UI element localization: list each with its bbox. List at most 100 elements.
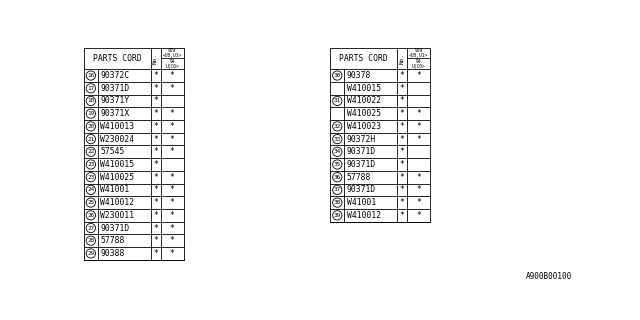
Text: *: *: [153, 173, 158, 182]
Text: 24: 24: [87, 188, 95, 192]
Text: *: *: [399, 135, 404, 144]
Text: 18: 18: [87, 99, 95, 103]
Bar: [330, 48, 430, 222]
Text: W410022: W410022: [347, 96, 381, 106]
Text: 90388: 90388: [100, 249, 125, 258]
Text: W41001: W41001: [347, 198, 376, 207]
Text: *: *: [399, 96, 404, 106]
Text: 57788: 57788: [347, 173, 371, 182]
Text: 90372C: 90372C: [100, 71, 129, 80]
Bar: [84, 48, 184, 260]
Text: 90372H: 90372H: [347, 135, 376, 144]
Text: 28: 28: [87, 238, 95, 243]
Text: PARTS CORD: PARTS CORD: [93, 54, 141, 63]
Text: W230024: W230024: [100, 135, 134, 144]
Text: *: *: [170, 249, 175, 258]
Text: 94
U(C0>: 94 U(C0>: [165, 59, 179, 69]
Text: *: *: [153, 84, 158, 93]
Text: 36: 36: [333, 175, 341, 180]
Text: *: *: [399, 147, 404, 156]
Text: *: *: [153, 249, 158, 258]
Text: *: *: [399, 84, 404, 93]
Text: 90371X: 90371X: [100, 109, 129, 118]
Text: 90371D: 90371D: [347, 185, 376, 194]
Text: *: *: [170, 122, 175, 131]
Text: 39: 39: [333, 213, 341, 218]
Text: 90371Y: 90371Y: [100, 96, 129, 106]
Text: W410023: W410023: [347, 122, 381, 131]
Text: *: *: [170, 84, 175, 93]
Text: 16: 16: [87, 73, 95, 78]
Text: *: *: [416, 185, 421, 194]
Text: 30: 30: [333, 73, 341, 78]
Text: 90371D: 90371D: [100, 84, 129, 93]
Text: 909
<U0,U1>: 909 <U0,U1>: [163, 48, 182, 58]
Text: *: *: [399, 185, 404, 194]
Text: 19: 19: [87, 111, 95, 116]
Text: *: *: [416, 135, 421, 144]
Text: 34: 34: [333, 149, 341, 154]
Text: *: *: [399, 173, 404, 182]
Text: *: *: [170, 185, 175, 194]
Text: *: *: [153, 71, 158, 80]
Text: *: *: [170, 147, 175, 156]
Text: 31: 31: [333, 99, 341, 103]
Text: 26: 26: [87, 213, 95, 218]
Text: *: *: [153, 147, 158, 156]
Text: 90378: 90378: [347, 71, 371, 80]
Text: W410015: W410015: [347, 84, 381, 93]
Text: 909
<U0,U1>: 909 <U0,U1>: [409, 48, 428, 58]
Text: *: *: [399, 211, 404, 220]
Text: *: *: [153, 109, 158, 118]
Text: *: *: [399, 122, 404, 131]
Text: 23: 23: [87, 175, 95, 180]
Text: 23: 23: [87, 162, 95, 167]
Text: *: *: [416, 71, 421, 80]
Text: W410025: W410025: [347, 109, 381, 118]
Text: *: *: [153, 236, 158, 245]
Text: W410013: W410013: [100, 122, 134, 131]
Text: No.: No.: [153, 53, 158, 64]
Text: *: *: [170, 223, 175, 233]
Text: 38: 38: [333, 200, 341, 205]
Text: *: *: [416, 211, 421, 220]
Text: *: *: [153, 122, 158, 131]
Text: *: *: [416, 109, 421, 118]
Text: W410015: W410015: [100, 160, 134, 169]
Text: 90371D: 90371D: [347, 160, 376, 169]
Text: *: *: [170, 109, 175, 118]
Text: *: *: [170, 71, 175, 80]
Text: 33: 33: [333, 137, 341, 141]
Text: 17: 17: [87, 86, 95, 91]
Text: *: *: [153, 185, 158, 194]
Text: A900B00100: A900B00100: [526, 272, 572, 281]
Text: 57788: 57788: [100, 236, 125, 245]
Text: W410012: W410012: [347, 211, 381, 220]
Text: *: *: [170, 135, 175, 144]
Text: 21: 21: [87, 137, 95, 141]
Text: 94
U(C0>: 94 U(C0>: [412, 59, 426, 69]
Text: *: *: [399, 71, 404, 80]
Text: W41001: W41001: [100, 185, 129, 194]
Text: *: *: [153, 223, 158, 233]
Text: 25: 25: [87, 200, 95, 205]
Text: *: *: [170, 236, 175, 245]
Text: *: *: [170, 211, 175, 220]
Text: W410025: W410025: [100, 173, 134, 182]
Text: 20: 20: [87, 124, 95, 129]
Text: *: *: [170, 198, 175, 207]
Text: 90371D: 90371D: [347, 147, 376, 156]
Text: 29: 29: [87, 251, 95, 256]
Text: *: *: [416, 198, 421, 207]
Text: 57545: 57545: [100, 147, 125, 156]
Text: 35: 35: [333, 162, 341, 167]
Text: 37: 37: [333, 188, 341, 192]
Text: *: *: [399, 198, 404, 207]
Text: *: *: [416, 122, 421, 131]
Text: *: *: [153, 135, 158, 144]
Text: *: *: [399, 160, 404, 169]
Text: 90371D: 90371D: [100, 223, 129, 233]
Text: *: *: [416, 173, 421, 182]
Text: W410012: W410012: [100, 198, 134, 207]
Text: W230011: W230011: [100, 211, 134, 220]
